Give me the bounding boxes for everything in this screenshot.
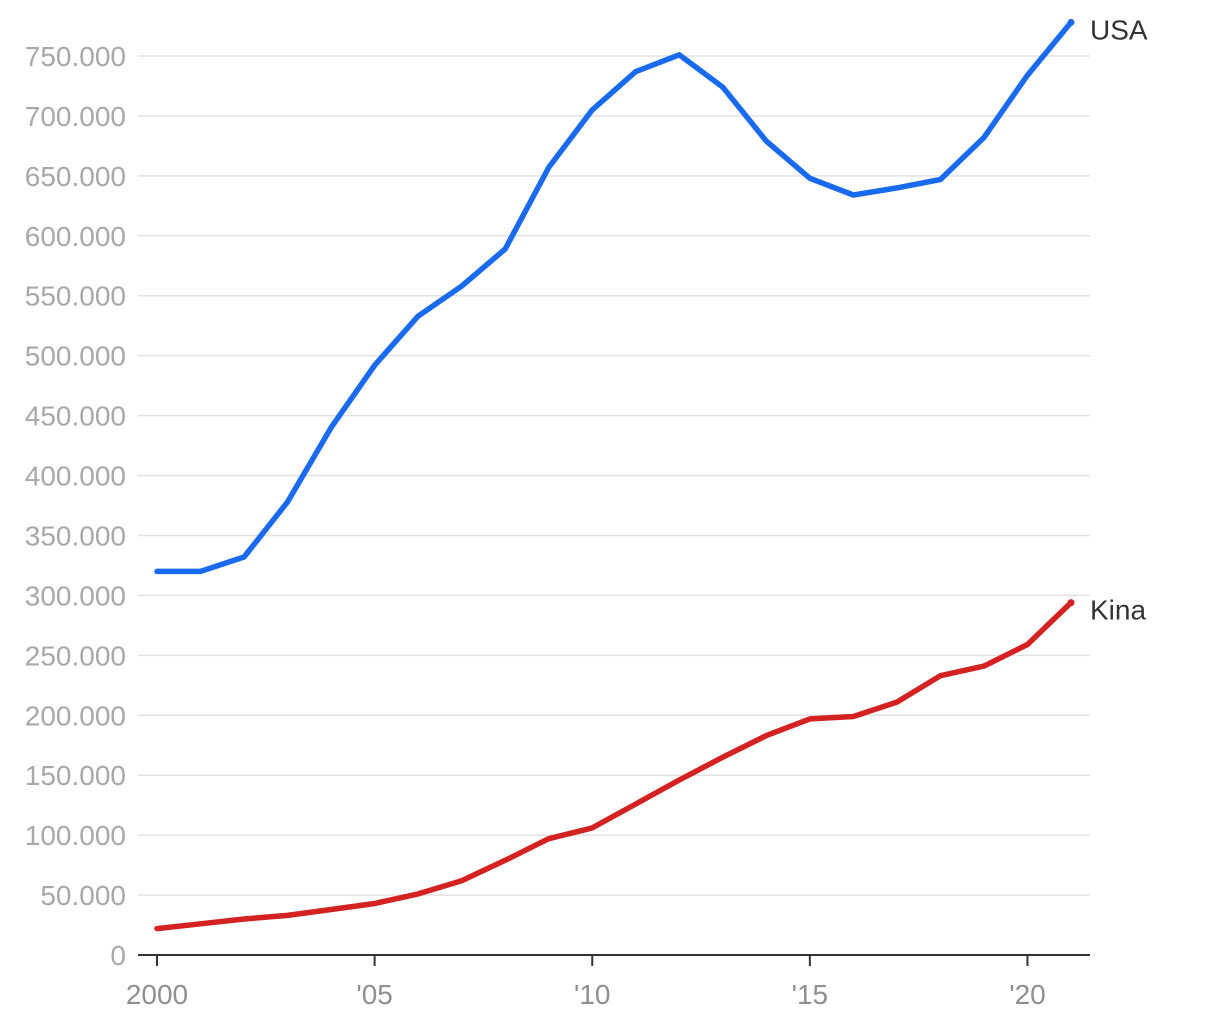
y-tick-label: 400.000 <box>25 461 126 492</box>
y-tick-label: 550.000 <box>25 281 126 312</box>
series-line-usa <box>154 19 1074 575</box>
y-tick-label: 350.000 <box>25 520 126 551</box>
series-end-point-kina <box>1067 599 1075 607</box>
x-axis-tick-labels: 2000 '05 '10 '15 '20 <box>126 979 1046 1010</box>
y-tick-label: 0 <box>110 940 126 971</box>
gridlines <box>138 55 1090 896</box>
y-tick-label: 450.000 <box>25 401 126 432</box>
x-tick-label: '05 <box>356 979 393 1010</box>
y-tick-label: 150.000 <box>25 760 126 791</box>
y-tick-label: 300.000 <box>25 580 126 611</box>
y-tick-label: 700.000 <box>25 101 126 132</box>
y-tick-label: 200.000 <box>25 700 126 731</box>
y-tick-label: 650.000 <box>25 161 126 192</box>
y-tick-label: 500.000 <box>25 341 126 372</box>
series-label-usa: USA <box>1090 14 1148 45</box>
y-axis-tick-labels: 0 50.000 100.000 150.000 200.000 250.000 300.0… <box>25 41 126 971</box>
x-tick-label: 2000 <box>126 979 188 1010</box>
x-tick-label: '20 <box>1009 979 1046 1010</box>
y-tick-label: 50.000 <box>40 880 126 911</box>
y-tick-label: 250.000 <box>25 640 126 671</box>
series-line-kina <box>154 599 1074 932</box>
series-end-point-usa <box>1067 18 1075 26</box>
y-tick-label: 750.000 <box>25 41 126 72</box>
y-tick-label: 600.000 <box>25 221 126 252</box>
x-tick-label: '10 <box>574 979 611 1010</box>
x-axis <box>138 954 1090 966</box>
y-tick-label: 100.000 <box>25 820 126 851</box>
x-tick-label: '15 <box>792 979 829 1010</box>
series-labels: USA Kina <box>1090 14 1148 625</box>
series-lines <box>154 18 1075 932</box>
series-label-kina: Kina <box>1090 595 1146 626</box>
